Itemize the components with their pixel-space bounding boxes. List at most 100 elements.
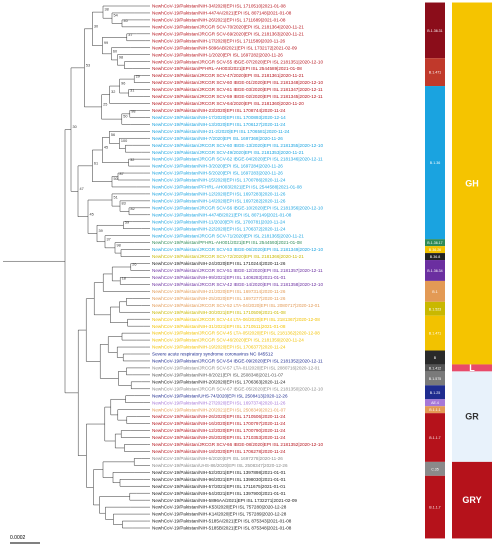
tree-branches — [3, 5, 150, 529]
lineage-label: B.1.25 — [430, 391, 440, 395]
lineage-label: B.1.523 — [429, 307, 441, 311]
leaf-label: NewhCoV-19/Pakistan/NIH-31/2021|EPI ISL … — [152, 324, 286, 329]
leaf-label: NewhCoV-19/Pakistan/JRCGR SCV-64/2020|EP… — [152, 101, 304, 106]
bootstrap-value: 37 — [107, 237, 111, 241]
lineage-label: B.1.1.1 — [429, 408, 440, 412]
bootstrap-value: 50 — [114, 177, 118, 181]
leaf-label: NewhCoV-19/Pakistan/NIH-52/2021|EPI ISL … — [152, 470, 286, 475]
lineage-segment — [425, 260, 445, 281]
leaf-label: NewhCoV-19/Pakistan/NIH-21-2/2020|EPI IS… — [152, 129, 290, 134]
bootstrap-value: 56 — [111, 133, 115, 137]
leaf-label: NewhCoV-19/Pakistan/JRCGR SCV-56 IBGE-10… — [152, 205, 323, 210]
leaf-label: NewhCoV-19/Pakistan/NIH-54/2021|EPI ISL … — [152, 491, 286, 496]
leaf-label: NewhCoV-19/Pakistan/NIH-12/2020|EPI ISL … — [152, 428, 286, 433]
clade-group-label: GH — [465, 178, 479, 188]
leaf-label: NewhCoV-19/Pakistan/UHS-74/2020|EPI ISL … — [152, 393, 288, 398]
bootstrap-value: 26 — [132, 263, 136, 267]
lineage-segment — [425, 58, 445, 87]
bootstrap-value: 87 — [120, 172, 124, 176]
bootstrap-value: 51 — [114, 196, 118, 200]
leaf-label: NewhCoV-19/Pakistan/NIH-25/2020|EPI ISL … — [152, 435, 286, 440]
leaf-label: NewhCoV-19/Pakistan/JRCGR SCV-59 IBGE-02… — [152, 94, 323, 99]
lineage-label: B.1.575 — [429, 377, 441, 381]
bootstrap-value: 18 — [122, 276, 126, 280]
leaf-label: NewhCoV-19/Pakistan/NIH-26/2021|EPI ISL … — [152, 18, 286, 23]
leaf-label: NewhCoV-19/Pakistan/NIH-23/2020|EPI ISL … — [152, 108, 286, 113]
leaf-label: NewhCoV-19/Pakistan/NIH-99/2021|EPI ISL … — [152, 275, 286, 280]
bootstrap-value: 30 — [73, 125, 77, 129]
lineage-label: B.1.36 — [430, 161, 440, 165]
leaf-label: NewhCoV-19/Pakistan/NIH-26/2020|EPI ISL … — [152, 414, 286, 419]
leaf-label: NewhCoV-19/Pakistan/NIH-17/2020|EPI ISL … — [152, 38, 285, 43]
clade-group-segment — [452, 461, 492, 539]
leaf-label: NewhCoV-19/Pakistan/NIH-30/2021|EPI ISL … — [152, 310, 286, 315]
leaf-label: NewhCoV-19/Pakistan/JRCGR SCV-44 LTA-06/… — [152, 317, 320, 322]
leaf-label: NewhCoV-19/Pakistan/NIH-5896AA/2021|EPI … — [152, 498, 297, 503]
bootstrap-value: 25 — [103, 102, 107, 106]
leaf-label: NewhCoV-19/Pakistan/NIH-20/2020|EPI ISL … — [152, 379, 286, 384]
bootstrap-value: 98 — [131, 109, 135, 113]
leaf-label: NewhCoV-19/Pakistan/JRCGR SCV-60 IBGE-13… — [152, 143, 323, 148]
leaf-label: NewhCoV-19/Pakistan/NIH-57/2021|EPI ISL … — [152, 484, 286, 489]
leaf-label: NewhCoV-19/Pakistan/NIH-11/2020|EPI ISL … — [152, 219, 285, 224]
lineage-segment — [425, 475, 445, 539]
leaf-label: NewhCoV-19/Pakistan/NIH-5/2020|EPI ISL 1… — [152, 171, 283, 176]
bootstrap-value: 82 — [131, 207, 135, 211]
lineage-label: B.1.1.7 — [429, 506, 440, 510]
leaf-label: NewhCoV-19/Pakistan/JRCGR SCV-51 IBGE-12… — [152, 268, 323, 273]
bootstrap-value: 83 — [122, 202, 126, 206]
leaf-label: NewhCoV-19/Pakistan/JRCGR SCV-62 IBGE-04… — [152, 157, 323, 162]
leaf-label: NewhCoV-19/Pakistan/JRCGR SCV-53 IBGE-06… — [152, 247, 323, 252]
lineage-segment — [425, 239, 445, 247]
bootstrap-value: 99 — [104, 41, 108, 45]
bootstrap-value: 31 — [130, 89, 134, 93]
bootstrap-value: 53 — [86, 63, 90, 67]
lineage-segment — [425, 461, 445, 476]
bootstrap-value: 98 — [119, 55, 123, 59]
leaf-label: NewhCoV-19/Pakistan/NIH-24/2020|EPI ISL … — [152, 261, 286, 266]
leaf-label: NewhCoV-19/Pakistan/JRCGR SCV-71/2020|EP… — [152, 233, 304, 238]
lineage-label: B.36.8 — [430, 255, 440, 259]
bootstrap-value: 100 — [121, 139, 127, 143]
clade-group-label: L — [469, 363, 475, 373]
bootstrap-value: 32 — [111, 90, 115, 94]
bootstrap-value: 47 — [80, 187, 84, 191]
leaf-label: NewhCoV-19/Pakistan/PFHRL-AH003/2021|EPI… — [152, 66, 302, 71]
leaf-label: NewhCoV-19/Pakistan/JRCGR SCV-72/2020|EP… — [152, 254, 304, 259]
leaf-label: NewhCoV-19/Pakistan/JRCGR SCV-54 IBGE-09… — [152, 359, 323, 364]
bootstrap-labels: 4054383798609930293196329850255310056324… — [73, 8, 140, 281]
leaf-label: NewhCoV-19/Pakistan/JRCGR SCV-46/2020|EP… — [152, 338, 304, 343]
clade-group-label: GR — [465, 412, 479, 422]
lineage-segment — [425, 315, 445, 351]
bootstrap-value: 59 — [125, 221, 129, 225]
leaf-label: NewhCoV-19/Pakistan/NIH-21/2020|EPI ISL … — [152, 289, 286, 294]
clade-group-bar: GH L GR GRY — [452, 2, 492, 539]
bootstrap-value: 98 — [117, 243, 121, 247]
bootstrap-value: 45 — [104, 145, 108, 149]
leaf-label: NewhCoV-19/Pakistan/PFHRL-AH003/2021|EPI… — [152, 185, 302, 190]
bootstrap-value: 32 — [130, 158, 134, 162]
leaf-label: NewhCoV-19/Pakistan/NIH-4474B/2021|EPI I… — [152, 212, 292, 217]
bootstrap-value: 38 — [105, 8, 109, 12]
lineage-label: AE.4 — [431, 401, 439, 405]
lineage-segment — [425, 253, 445, 261]
leaf-label: NewhCoV-19/Pakistan/NIH-96/2021|EPI ISL … — [152, 477, 286, 482]
clade-group-segment — [452, 364, 492, 372]
bootstrap-value: 54 — [114, 14, 118, 18]
leaf-label: NewhCoV-19/Pakistan/JRCGR SCV-66 IBGE-08… — [152, 442, 323, 447]
clade-group-segment — [452, 371, 492, 462]
bootstrap-value: 60 — [113, 49, 117, 53]
leaf-label: NewhCoV-19/Pakistan/NIH-20/2021|EPI ISL … — [152, 407, 286, 412]
leaf-label: NewhCoV-19/Pakistan/NIH-18/2020|EPI ISL … — [152, 449, 286, 454]
leaf-label: NewhCoV-19/Pakistan/NIH-25/2020|EPI ISL … — [152, 296, 286, 301]
bootstrap-value: 39 — [99, 229, 103, 233]
leaf-label: NewhCoV-19/Pakistan/NIH-17/2020|EPI ISL … — [152, 115, 286, 120]
leaf-label: NewhCoV-19/Pakistan/NIH-7/2020|EPI ISL 1… — [152, 136, 283, 141]
lineage-segment — [425, 399, 445, 407]
leaf-label: NewhCoV-19/Pakistan/NIH-6/2020|EPI ISL 1… — [152, 456, 283, 461]
lineage-label: B.1 — [432, 290, 437, 294]
lineage-label: C.35 — [431, 467, 439, 471]
leaf-label: NewhCoV-19/Pakistan/NIH-3/2020|EPI ISL 1… — [152, 164, 283, 169]
leaf-label: NewhCoV-19/Pakistan/NIH-5896AB/2021|EPI … — [152, 45, 297, 50]
